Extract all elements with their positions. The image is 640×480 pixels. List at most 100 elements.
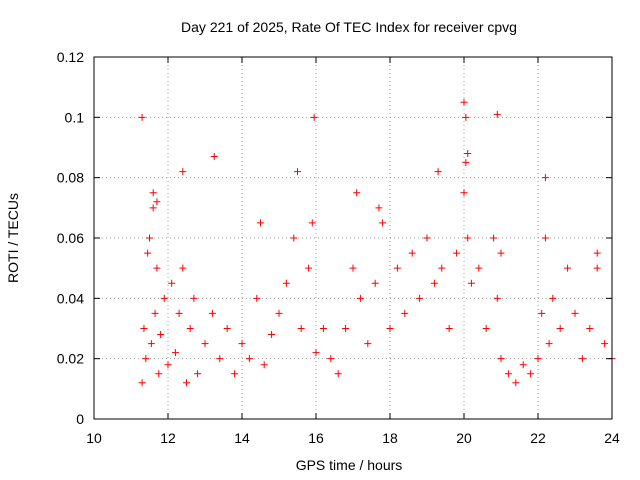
x-tick-labels: 10 12 14 16 18 20 22 24	[86, 430, 620, 446]
x-tick-label: 20	[456, 430, 472, 446]
data-point	[138, 113, 146, 121]
y-tick-label: 0.02	[57, 351, 84, 367]
data-point	[310, 113, 318, 121]
data-point	[541, 174, 549, 182]
data-points	[138, 98, 616, 387]
data-point	[282, 279, 290, 287]
data-point	[140, 325, 148, 332]
data-point	[493, 294, 501, 302]
data-point	[467, 279, 475, 287]
data-point	[183, 379, 190, 387]
data-point	[401, 309, 409, 317]
data-point	[571, 309, 579, 317]
data-point	[175, 309, 183, 317]
data-point	[593, 249, 601, 257]
data-point	[453, 249, 461, 257]
y-tick-label: 0.06	[57, 230, 84, 246]
data-point	[194, 370, 202, 378]
data-point	[512, 379, 520, 387]
data-point	[386, 325, 394, 332]
data-point	[294, 168, 301, 176]
data-point	[519, 361, 527, 369]
data-point	[155, 370, 163, 378]
data-point	[578, 355, 586, 363]
data-point	[462, 113, 470, 121]
data-point	[153, 198, 161, 206]
data-point	[257, 219, 264, 227]
data-point	[408, 249, 416, 257]
data-point	[430, 279, 438, 287]
data-point	[146, 234, 153, 242]
data-point	[353, 189, 361, 197]
y-tick-label: 0.1	[65, 109, 85, 125]
y-tick-label: 0.12	[57, 49, 84, 65]
data-point	[564, 264, 572, 272]
data-point	[593, 264, 601, 272]
data-point	[586, 325, 594, 332]
data-point	[231, 370, 239, 378]
data-point	[151, 309, 159, 317]
data-point	[379, 219, 387, 227]
data-point	[179, 264, 187, 272]
data-point	[538, 309, 546, 317]
data-point	[186, 325, 194, 332]
data-point	[260, 361, 268, 369]
data-point	[334, 370, 342, 378]
y-tick-label: 0	[76, 411, 84, 427]
data-point	[238, 340, 246, 348]
y-tick-label: 0.04	[57, 290, 84, 306]
data-point	[142, 355, 150, 363]
data-point	[153, 264, 161, 272]
data-point	[601, 340, 609, 348]
data-point	[356, 294, 364, 302]
data-point	[160, 294, 168, 302]
data-point	[327, 355, 335, 363]
data-point	[308, 219, 316, 227]
data-point	[364, 340, 372, 348]
chart-title: Day 221 of 2025, Rate Of TEC Index for r…	[181, 19, 517, 35]
x-axis-label: GPS time / hours	[296, 457, 403, 473]
y-axis-label: ROTI / TECUs	[5, 193, 21, 283]
data-point	[157, 331, 165, 339]
x-tick-label: 18	[382, 430, 398, 446]
data-point	[493, 110, 501, 118]
data-point	[416, 294, 424, 302]
data-point	[305, 264, 313, 272]
data-point	[423, 234, 431, 242]
data-point	[438, 264, 446, 272]
data-point	[541, 234, 549, 242]
data-point	[490, 234, 498, 242]
data-point	[216, 355, 224, 363]
data-point	[445, 325, 453, 332]
data-point	[268, 331, 276, 339]
data-point	[253, 294, 261, 302]
data-point	[549, 294, 557, 302]
data-point	[434, 168, 442, 176]
data-point	[201, 340, 209, 348]
data-point	[497, 249, 505, 257]
x-tick-label: 12	[160, 430, 176, 446]
data-point	[460, 98, 468, 106]
data-point	[482, 325, 490, 332]
x-tick-label: 22	[530, 430, 546, 446]
x-tick-label: 24	[604, 430, 620, 446]
data-point	[164, 361, 172, 369]
data-point	[149, 204, 157, 212]
data-point	[210, 153, 218, 161]
data-point	[208, 309, 216, 317]
data-point	[275, 309, 283, 317]
data-point	[342, 325, 350, 332]
data-point	[312, 349, 320, 357]
grid-lines	[94, 57, 612, 419]
data-point	[556, 325, 564, 332]
y-tick-labels: 0 0.02 0.04 0.06 0.08 0.1 0.12	[57, 49, 84, 427]
data-point	[223, 325, 231, 332]
data-point	[545, 340, 553, 348]
data-point	[527, 370, 535, 378]
data-point	[464, 234, 472, 242]
data-point	[144, 249, 152, 257]
data-point	[149, 189, 157, 197]
x-tick-label: 14	[234, 430, 250, 446]
x-tick-label: 16	[308, 430, 324, 446]
data-point	[190, 294, 198, 302]
